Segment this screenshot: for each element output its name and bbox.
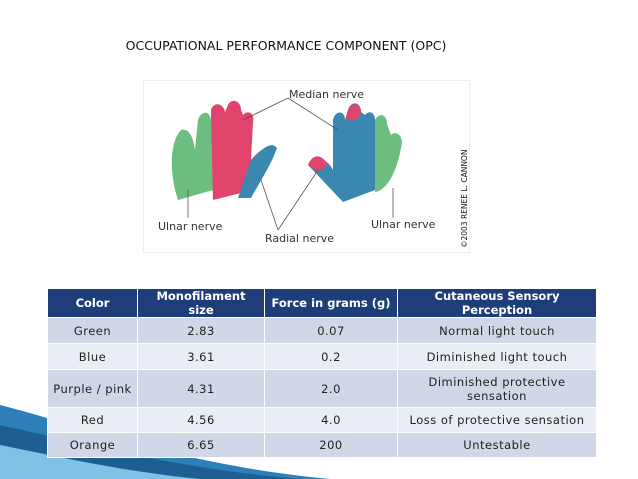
table-cell: Green <box>47 317 138 344</box>
table-cell: Diminished light touch <box>397 343 597 370</box>
credit: ©2003 RENEE L. CANNON <box>460 150 469 248</box>
decoration <box>0 405 330 479</box>
nerve-label: Ulnar nerve <box>158 220 223 233</box>
table-row: Orange 6.65 200 Untestable <box>47 432 597 458</box>
table-cell: 4.56 <box>137 407 265 433</box>
left-hand <box>171 100 277 200</box>
header-cell: Color <box>47 288 138 318</box>
nerve-label: Ulnar nerve <box>371 218 436 231</box>
table-row: Blue 3.61 0.2 Diminished light touch <box>47 343 597 370</box>
table-cell: Loss of protective sensation <box>397 407 597 433</box>
table-cell: Purple / pink <box>47 369 138 408</box>
table-cell: Red <box>47 407 138 433</box>
table-cell: 0.2 <box>264 343 398 370</box>
header-cell: Force in grams (g) <box>264 288 398 318</box>
table-row: Red 4.56 4.0 Loss of protective sensation <box>47 407 597 433</box>
table-row: Purple / pink 4.31 2.0 Diminished protectiv… <box>47 369 597 408</box>
nerve-label: Radial nerve <box>265 232 334 245</box>
table-cell: Blue <box>47 343 138 370</box>
right-hand <box>308 103 402 202</box>
table-cell: 0.07 <box>264 317 398 344</box>
table-cell: 4.31 <box>137 369 265 408</box>
table-row: Green 2.83 0.07 Normal light touch <box>47 317 597 344</box>
table-cell: 6.65 <box>137 432 265 458</box>
table-cell: 2.0 <box>264 369 398 408</box>
table-cell: 2.83 <box>137 317 265 344</box>
hand-diagram: Median nerve Ulnar nerve Radial nerve Ul… <box>143 80 470 253</box>
table-cell: 3.61 <box>137 343 265 370</box>
sensory-table: Color Monofilament size Force in grams (g)… <box>47 288 597 458</box>
table-cell: 4.0 <box>264 407 398 433</box>
header-cell: Cutaneous Sensory Perception <box>397 288 597 318</box>
table-cell: Untestable <box>397 432 597 458</box>
table-cell: Diminished protective sensation <box>397 369 597 408</box>
table-cell: Orange <box>47 432 138 458</box>
header-cell: Monofilament size <box>137 288 265 318</box>
slide-title: OCCUPATIONAL PERFORMANCE COMPONENT (OPC) <box>125 38 447 53</box>
table-cell: 200 <box>264 432 398 458</box>
nerve-label: Median nerve <box>289 88 364 101</box>
table-cell: Normal light touch <box>397 317 597 344</box>
